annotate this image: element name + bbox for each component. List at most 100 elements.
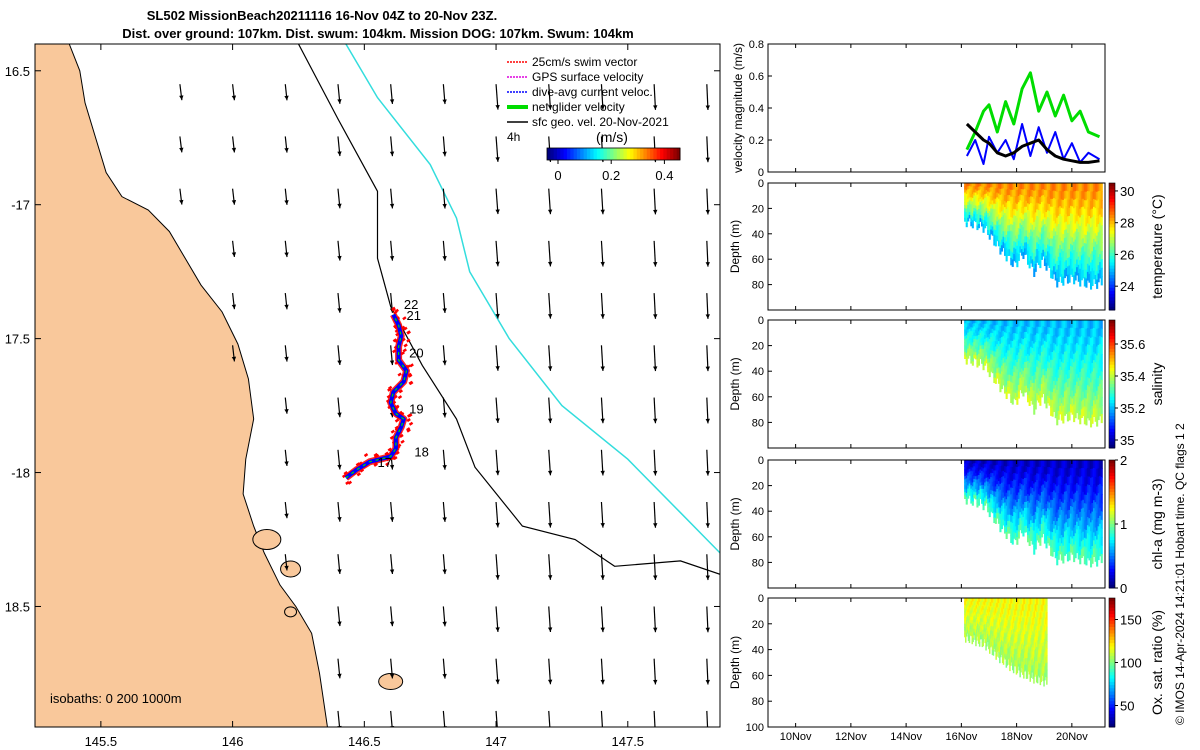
geo-velocity-arrowhead bbox=[653, 470, 658, 476]
oxygen-cell bbox=[995, 633, 997, 640]
salinity-cell bbox=[1085, 346, 1088, 356]
salinity-cell bbox=[965, 349, 968, 354]
chlorophyll-cell bbox=[1077, 501, 1080, 510]
chlorophyll-cell bbox=[974, 489, 977, 493]
salinity-cell bbox=[1080, 336, 1083, 345]
salinity-cell bbox=[979, 329, 982, 334]
chlorophyll-cell bbox=[965, 489, 968, 494]
temperature-cell bbox=[1048, 246, 1051, 254]
chlorophyll-cell bbox=[988, 464, 991, 470]
oxygen-cell bbox=[1037, 662, 1040, 670]
salinity-cell bbox=[1070, 358, 1073, 367]
chlorophyll-colorbar-swatch bbox=[1109, 572, 1115, 576]
chlorophyll-cell bbox=[970, 474, 973, 479]
chlorophyll-colorbar-swatch bbox=[1109, 482, 1115, 487]
temperature-cell bbox=[1050, 198, 1053, 208]
temperature-cell bbox=[971, 190, 974, 195]
temperature-cell bbox=[1025, 218, 1028, 226]
temperature-cell bbox=[1028, 260, 1031, 269]
chlorophyll-cell bbox=[990, 481, 993, 487]
chlorophyll-cell bbox=[984, 467, 987, 472]
colorbar-swatch bbox=[623, 148, 628, 160]
temperature-cell bbox=[1013, 241, 1016, 249]
chlorophyll-cell bbox=[982, 488, 985, 494]
temperature-cell bbox=[1007, 237, 1010, 244]
chlorophyll-cell bbox=[1050, 491, 1053, 501]
colorbar-swatch bbox=[570, 148, 575, 160]
geo-velocity-arrowhead bbox=[337, 464, 342, 470]
temperature-cell bbox=[965, 193, 968, 199]
salinity-cell bbox=[985, 327, 988, 332]
oxygen-cell bbox=[966, 610, 968, 615]
salinity-cell bbox=[1039, 320, 1042, 328]
chlorophyll-cell bbox=[1005, 466, 1008, 474]
oxygen-cell bbox=[976, 626, 978, 631]
salinity-cell bbox=[993, 346, 996, 352]
temperature-cell bbox=[1008, 243, 1011, 250]
chlorophyll-cell bbox=[1039, 523, 1042, 532]
salinity-cell bbox=[1005, 326, 1008, 334]
temperature-cell bbox=[1071, 268, 1074, 277]
salinity-cell bbox=[1017, 320, 1020, 328]
salinity-cell bbox=[1096, 328, 1099, 339]
oxygen-cell bbox=[1003, 647, 1006, 653]
salinity-cell bbox=[991, 359, 994, 365]
oxygen-cell bbox=[1038, 644, 1041, 652]
chlorophyll-cell bbox=[991, 477, 994, 483]
temperature-cell bbox=[1068, 249, 1071, 258]
chlorophyll-cell bbox=[1039, 531, 1042, 539]
chlorophyll-cell bbox=[965, 474, 968, 479]
chlorophyll-cell bbox=[1094, 519, 1097, 528]
chlorophyll-cell bbox=[964, 492, 967, 496]
chlorophyll-cell bbox=[1066, 518, 1069, 528]
oxygen-cell bbox=[992, 598, 995, 604]
salinity-colorbar-swatch bbox=[1109, 444, 1115, 449]
temperature-cell bbox=[1051, 230, 1054, 240]
salinity-cell bbox=[1090, 337, 1093, 348]
temperature-cell bbox=[1011, 203, 1014, 212]
oxygen-cell bbox=[1039, 598, 1042, 606]
chlorophyll-cell bbox=[1042, 496, 1045, 504]
oxygen-cell bbox=[1025, 598, 1028, 606]
chlorophyll-cell bbox=[1056, 556, 1059, 566]
temperature-cell bbox=[1074, 231, 1077, 241]
oxygen-cell bbox=[993, 639, 996, 645]
chlorophyll-cell bbox=[1017, 531, 1020, 539]
salinity-cell bbox=[1088, 411, 1091, 421]
chlorophyll-cell bbox=[1020, 508, 1023, 516]
temperature-cell bbox=[970, 215, 973, 220]
colorbar-swatch bbox=[576, 148, 581, 160]
salinity-cell bbox=[1053, 365, 1056, 374]
chlorophyll-cell bbox=[1070, 498, 1073, 507]
oxygen-cell bbox=[1007, 613, 1009, 619]
temperature-cell bbox=[1033, 214, 1036, 223]
oxygen-cell bbox=[1030, 664, 1032, 672]
oxygen-cell bbox=[989, 634, 992, 640]
salinity-cell bbox=[1091, 406, 1094, 416]
chlorophyll-cell bbox=[988, 483, 991, 489]
salinity-cell bbox=[1100, 345, 1103, 355]
chlorophyll-cell bbox=[1034, 504, 1037, 513]
salinity-cell bbox=[994, 346, 997, 353]
salinity-cell bbox=[1004, 320, 1007, 327]
chlorophyll-cell bbox=[1059, 530, 1062, 539]
colorbar-swatch bbox=[676, 148, 681, 160]
oxygen-cell bbox=[1040, 605, 1042, 613]
chlorophyll-cell bbox=[1024, 496, 1027, 503]
salinity-cell bbox=[1040, 332, 1043, 340]
swim-vector bbox=[393, 310, 398, 315]
temperature-cell bbox=[1011, 252, 1014, 260]
chlorophyll-cell bbox=[1063, 523, 1066, 532]
chlorophyll-cell bbox=[964, 488, 967, 493]
salinity-cell bbox=[1031, 376, 1034, 384]
temperature-cell bbox=[1090, 253, 1093, 264]
oxygen-cell bbox=[1011, 629, 1013, 636]
chlorophyll-cell bbox=[1060, 476, 1063, 486]
salinity-cell bbox=[1002, 363, 1005, 370]
salinity-cell bbox=[1093, 328, 1096, 337]
oxygen-cell bbox=[1008, 642, 1010, 649]
salinity-cell bbox=[1025, 373, 1028, 381]
chlorophyll-cell bbox=[1019, 523, 1022, 531]
oxygen-cell bbox=[983, 598, 985, 602]
salinity-cell bbox=[1016, 348, 1019, 356]
